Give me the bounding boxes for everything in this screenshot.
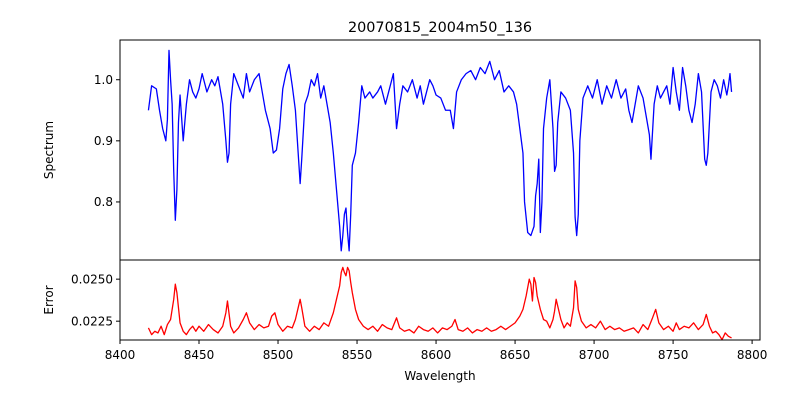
error-panel: 0.0225 0.0250 8400 8450 8500 8550 8600 8650 870… [42, 259, 768, 383]
error-y-axis-label: Error [42, 285, 56, 314]
spectrum-y-tick-label: 0.8 [94, 195, 113, 209]
spectrum-y-tick-label: 1.0 [94, 73, 113, 87]
x-tick-label: 8450 [184, 348, 215, 362]
error-series-line-0 [147, 266, 732, 341]
error-plot-area [120, 260, 760, 340]
x-tick-label: 8400 [105, 348, 136, 362]
x-tick-label: 8500 [263, 348, 294, 362]
chart-title: 20070815_2004m50_136 [348, 20, 532, 36]
error-series-group [147, 266, 732, 341]
spectrum-plot-area [120, 40, 760, 260]
spectrum-series-line-0 [147, 49, 733, 252]
spectrum-y-axis-label: Spectrum [42, 121, 56, 179]
error-y-tick-label: 0.0250 [71, 272, 113, 286]
x-tick-label: 8650 [500, 348, 531, 362]
error-y-tick-label: 0.0225 [71, 314, 113, 328]
error-x-ticks: 8400 8450 8500 8550 8600 8650 8700 8750 8800 [105, 340, 768, 362]
x-axis-label: Wavelength [404, 369, 475, 383]
x-tick-label: 8550 [342, 348, 373, 362]
x-tick-label: 8800 [737, 348, 768, 362]
spectrum-y-tick-label: 0.9 [94, 134, 113, 148]
spectrum-series-group [147, 49, 733, 252]
x-tick-label: 8600 [421, 348, 452, 362]
x-tick-label: 8700 [579, 348, 610, 362]
error-axes-frame [119, 259, 761, 341]
spectrum-y-ticks: 0.8 0.9 1.0 [94, 73, 120, 209]
x-tick-label: 8750 [658, 348, 689, 362]
spectrum-panel: 0.8 0.9 1.0 Spectrum [42, 39, 761, 261]
error-y-ticks: 0.0225 0.0250 [71, 272, 120, 328]
